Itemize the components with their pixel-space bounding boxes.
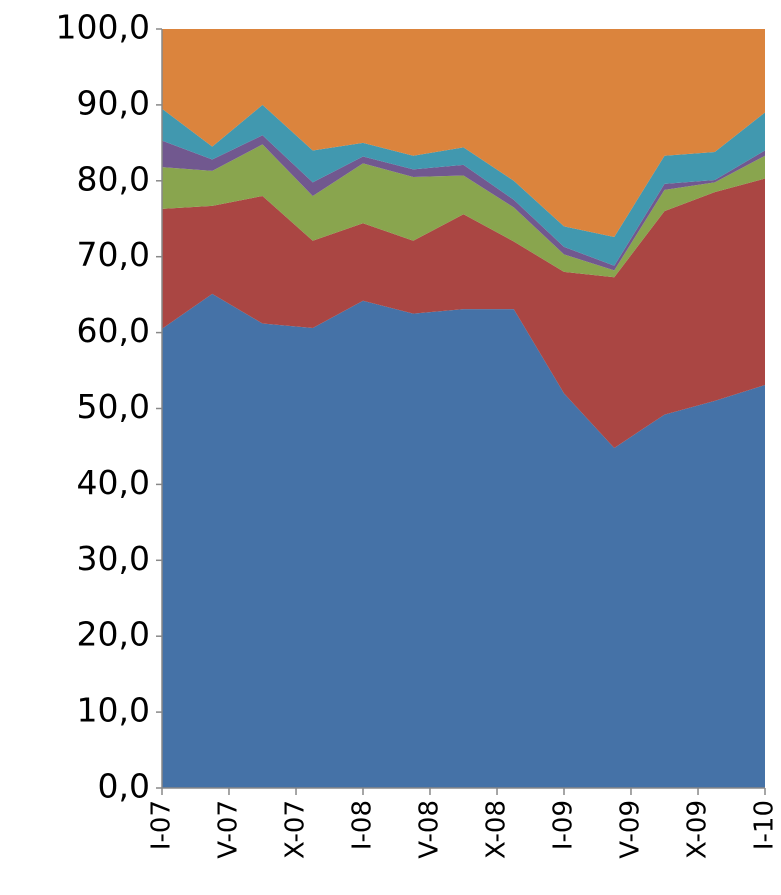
x-tick-label: I-08	[348, 800, 378, 850]
x-tick-label: X-08	[482, 800, 512, 859]
y-tick-label: 20,0	[77, 615, 150, 654]
y-tick-label: 80,0	[77, 159, 150, 198]
y-tick-label: 10,0	[77, 691, 150, 730]
x-tick-label: V-07	[213, 800, 243, 859]
y-tick-label: 40,0	[77, 463, 150, 502]
x-tick-label: X-09	[683, 800, 713, 859]
y-tick-label: 70,0	[77, 235, 150, 274]
area	[162, 29, 765, 237]
y-tick-label: 90,0	[77, 83, 150, 122]
y-tick-label: 60,0	[77, 311, 150, 350]
y-tick-label: 50,0	[77, 387, 150, 426]
x-tick-label: I-10	[750, 800, 780, 850]
y-tick-label: 100,0	[56, 8, 150, 47]
x-tick-label: I-09	[549, 800, 579, 850]
y-tick-label: 0,0	[98, 767, 150, 806]
y-tick-label: 30,0	[77, 539, 150, 578]
area	[162, 178, 765, 448]
area	[162, 144, 765, 278]
x-tick-label: V-08	[414, 800, 444, 859]
x-tick-label: V-09	[615, 800, 645, 859]
area	[162, 293, 765, 788]
x-tick-label: X-07	[281, 800, 311, 859]
x-tick-label: I-07	[147, 800, 177, 850]
